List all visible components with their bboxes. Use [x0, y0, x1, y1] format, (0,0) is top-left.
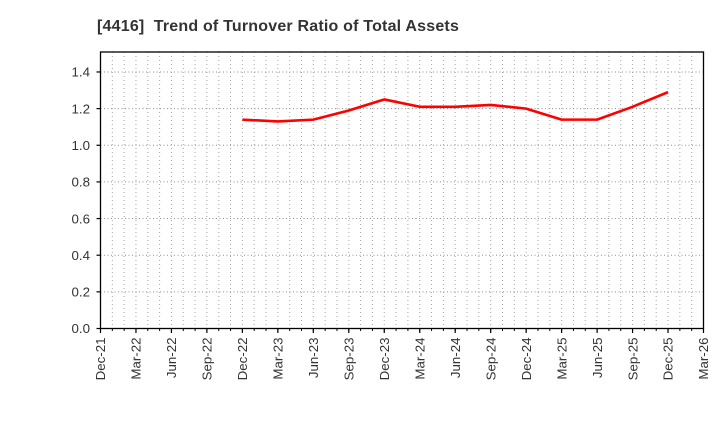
- y-tick-label: 0.8: [72, 175, 91, 190]
- chart-title: [4416] Trend of Turnover Ratio of Total …: [97, 18, 460, 35]
- x-tick-label: Dec-21: [93, 338, 108, 381]
- x-tick-label: Mar-25: [554, 338, 569, 380]
- x-tick-label: Dec-25: [661, 338, 676, 381]
- y-tick-label: 0.6: [72, 211, 91, 226]
- x-tick-label: Jun-22: [164, 338, 179, 379]
- y-tick-label: 1.4: [72, 65, 91, 80]
- x-tick-label: Mar-24: [412, 338, 427, 380]
- x-tick-label: Mar-26: [696, 338, 711, 380]
- y-tick-label: 1.0: [72, 138, 91, 153]
- plot-border: [99, 51, 705, 330]
- x-tick-label: Jun-24: [448, 338, 463, 379]
- x-tick-label: Sep-22: [200, 338, 215, 381]
- x-tick-label: Jun-23: [306, 338, 321, 379]
- y-tick-label: 1.2: [72, 101, 91, 116]
- y-tick-label: 0.2: [72, 285, 91, 300]
- x-tick-label: Mar-23: [271, 338, 286, 380]
- y-tick-label: 0.0: [72, 321, 91, 336]
- x-tick-label: Jun-25: [590, 338, 605, 379]
- data-line: [242, 90, 669, 123]
- x-tick-label: Sep-24: [483, 338, 498, 381]
- x-tick-label: Dec-24: [519, 338, 534, 381]
- x-tick-label: Sep-25: [625, 338, 640, 381]
- x-tick-label: Mar-22: [129, 338, 144, 380]
- x-tick-label: Dec-22: [235, 338, 250, 381]
- y-tick-label: 0.4: [72, 248, 91, 263]
- x-tick-label: Sep-23: [341, 338, 356, 381]
- x-tick-label: Dec-23: [377, 338, 392, 381]
